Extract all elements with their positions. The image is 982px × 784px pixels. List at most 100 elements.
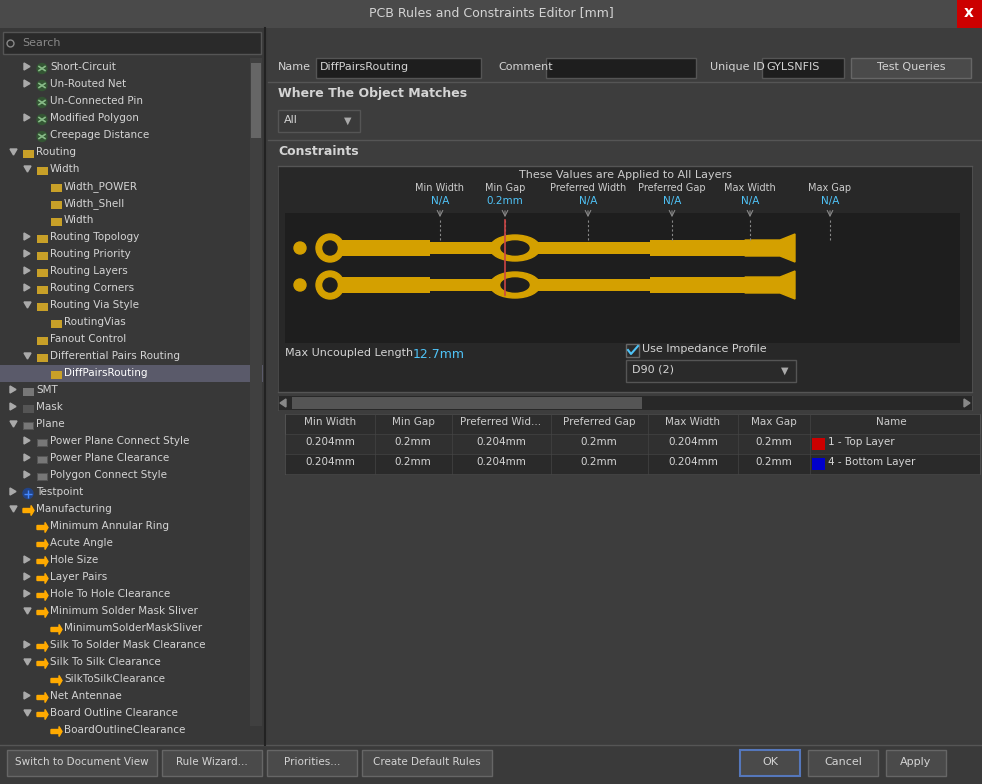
Bar xyxy=(24,423,33,429)
Text: Polygon Connect Style: Polygon Connect Style xyxy=(50,470,167,480)
Text: Minimum Solder Mask Sliver: Minimum Solder Mask Sliver xyxy=(50,606,198,616)
Bar xyxy=(51,201,62,209)
Bar xyxy=(51,371,62,379)
Text: Silk To Silk Clearance: Silk To Silk Clearance xyxy=(50,657,161,667)
Text: 0.2mm: 0.2mm xyxy=(395,457,431,467)
Text: N/A: N/A xyxy=(431,196,449,206)
Text: Preferred Width: Preferred Width xyxy=(550,183,627,193)
Bar xyxy=(626,344,639,357)
Polygon shape xyxy=(51,727,62,736)
Bar xyxy=(250,58,262,726)
Text: Minimum Annular Ring: Minimum Annular Ring xyxy=(50,521,169,531)
Bar xyxy=(23,422,34,430)
Bar xyxy=(812,458,825,470)
Bar xyxy=(957,0,982,28)
Ellipse shape xyxy=(490,235,540,261)
Bar xyxy=(0,28,265,784)
Text: x: x xyxy=(964,5,974,20)
Polygon shape xyxy=(24,608,31,614)
Text: Min Gap: Min Gap xyxy=(485,183,525,193)
Bar xyxy=(0,745,982,784)
Text: N/A: N/A xyxy=(578,196,597,206)
Bar xyxy=(37,285,48,293)
Polygon shape xyxy=(964,399,970,407)
Text: Priorities...: Priorities... xyxy=(284,757,340,767)
Polygon shape xyxy=(24,63,30,70)
Text: Switch to Document View: Switch to Document View xyxy=(15,757,149,767)
Bar xyxy=(38,456,47,463)
Text: Routing: Routing xyxy=(36,147,76,157)
Polygon shape xyxy=(24,692,30,699)
Circle shape xyxy=(23,488,33,499)
Bar xyxy=(278,110,360,132)
Bar xyxy=(650,240,750,256)
Polygon shape xyxy=(745,234,795,262)
Bar xyxy=(0,0,982,28)
Polygon shape xyxy=(37,557,48,567)
Circle shape xyxy=(294,279,306,291)
Polygon shape xyxy=(24,710,31,716)
Bar xyxy=(37,268,48,277)
Bar xyxy=(37,166,48,175)
Text: Width_Shell: Width_Shell xyxy=(64,198,126,209)
Text: SMT: SMT xyxy=(36,385,58,395)
Text: Power Plane Clearance: Power Plane Clearance xyxy=(50,453,169,463)
Polygon shape xyxy=(37,574,48,583)
Polygon shape xyxy=(24,166,31,172)
Polygon shape xyxy=(24,437,30,444)
Text: 0.2mm: 0.2mm xyxy=(755,437,792,447)
Text: N/A: N/A xyxy=(663,196,682,206)
Bar xyxy=(650,277,750,293)
Text: Hole To Hole Clearance: Hole To Hole Clearance xyxy=(50,589,170,599)
Text: Preferred Wid...: Preferred Wid... xyxy=(461,417,541,427)
Text: Differential Pairs Routing: Differential Pairs Routing xyxy=(50,351,180,361)
Circle shape xyxy=(316,271,344,299)
Text: Constraints: Constraints xyxy=(278,145,358,158)
Text: 0.2mm: 0.2mm xyxy=(580,437,618,447)
Text: Cancel: Cancel xyxy=(824,757,862,767)
Text: Power Plane Connect Style: Power Plane Connect Style xyxy=(50,436,190,446)
Polygon shape xyxy=(37,539,48,550)
Text: Plane: Plane xyxy=(36,419,65,429)
Polygon shape xyxy=(37,710,48,720)
Text: SilkToSilkClearance: SilkToSilkClearance xyxy=(64,674,165,684)
Polygon shape xyxy=(24,284,30,291)
Text: 0.204mm: 0.204mm xyxy=(305,437,355,447)
Circle shape xyxy=(37,114,47,125)
Text: Max Width: Max Width xyxy=(666,417,721,427)
Text: These Values are Applied to All Layers: These Values are Applied to All Layers xyxy=(518,170,732,180)
Text: Fanout Control: Fanout Control xyxy=(50,334,127,344)
Bar xyxy=(37,234,48,242)
Text: Unique ID: Unique ID xyxy=(710,62,765,72)
Circle shape xyxy=(323,278,337,292)
Text: Routing Priority: Routing Priority xyxy=(50,249,131,259)
Text: Routing Corners: Routing Corners xyxy=(50,283,135,293)
Text: N/A: N/A xyxy=(821,196,840,206)
Bar xyxy=(37,456,48,463)
Text: Min Width: Min Width xyxy=(415,183,464,193)
Polygon shape xyxy=(24,114,30,121)
Bar xyxy=(316,58,481,78)
Bar xyxy=(278,166,972,392)
Text: 0.204mm: 0.204mm xyxy=(668,457,718,467)
Text: Name: Name xyxy=(876,417,906,427)
Text: Preferred Gap: Preferred Gap xyxy=(638,183,706,193)
Polygon shape xyxy=(10,149,17,155)
Bar xyxy=(808,750,878,776)
Text: Un-Connected Pin: Un-Connected Pin xyxy=(50,96,143,106)
Text: Max Uncoupled Length: Max Uncoupled Length xyxy=(285,348,413,358)
Bar xyxy=(23,150,34,158)
Bar xyxy=(3,32,261,54)
Polygon shape xyxy=(24,590,30,597)
Polygon shape xyxy=(24,556,30,563)
Circle shape xyxy=(294,242,306,254)
Bar xyxy=(23,405,34,412)
Text: Testpoint: Testpoint xyxy=(36,487,83,497)
Text: Width_POWER: Width_POWER xyxy=(64,181,138,192)
Polygon shape xyxy=(37,641,48,652)
Bar xyxy=(285,414,980,434)
Bar xyxy=(37,438,48,447)
Text: Board Outline Clearance: Board Outline Clearance xyxy=(50,708,178,718)
Bar xyxy=(268,28,982,740)
Polygon shape xyxy=(745,271,795,299)
